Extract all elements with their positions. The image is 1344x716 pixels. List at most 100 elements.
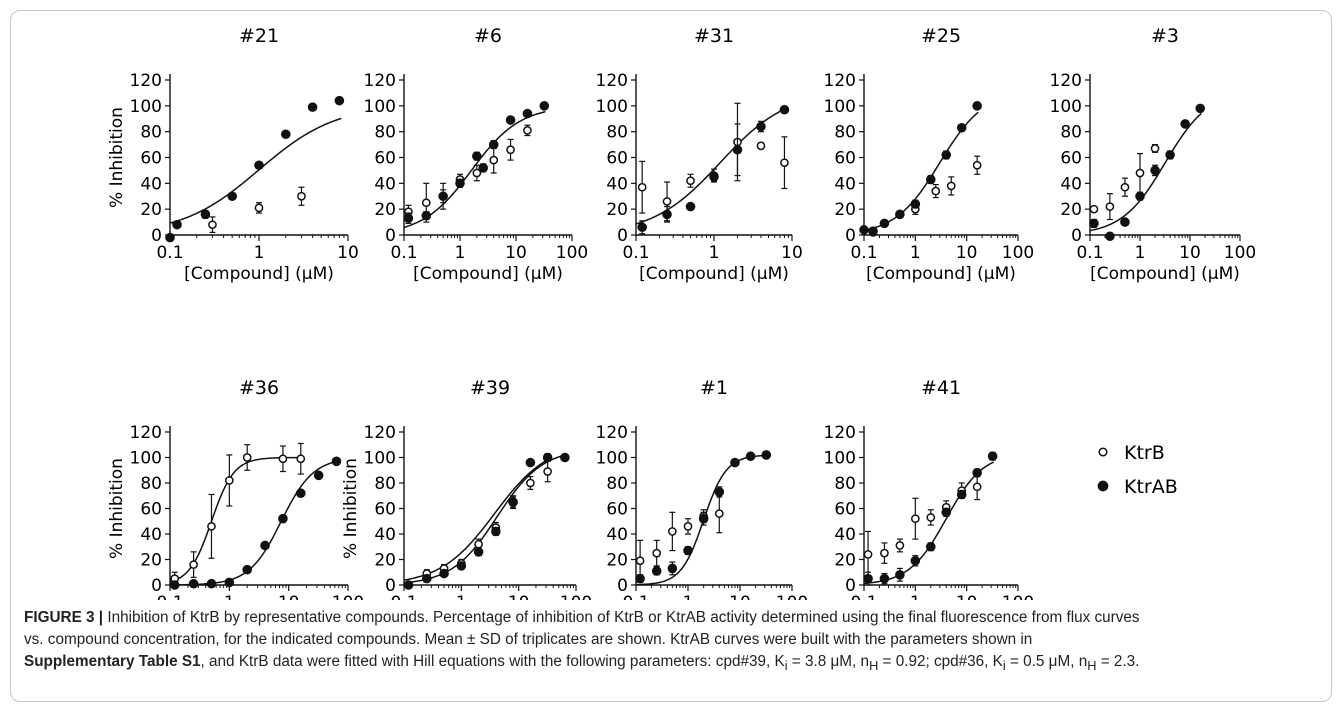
caption-text-3e: = 0.92; cpd#36, K [878, 653, 1003, 670]
ktrab-point [560, 452, 570, 463]
ktrb-point [1120, 182, 1130, 192]
ktrb-point [972, 160, 982, 170]
y-tick-label: 40 [834, 525, 856, 545]
y-tick-label: 120 [596, 423, 628, 443]
ktrab-point [455, 178, 465, 189]
ktrab-point [956, 122, 967, 133]
ktrb-point [297, 191, 306, 201]
x-tick-label: 1 [709, 243, 720, 263]
fit-curve [169, 117, 342, 224]
ktrab-point [254, 160, 264, 171]
ktrab-point [910, 555, 921, 566]
x-tick-label: 10 [505, 243, 527, 263]
ktrab-point [478, 163, 489, 173]
x-tick-label: 1 [456, 593, 467, 600]
x-tick-label: 1 [254, 243, 265, 263]
ktrb-point [756, 141, 766, 151]
ktrb-point [208, 220, 217, 230]
ktrab-point [941, 507, 952, 518]
ktrb-point [910, 514, 920, 524]
x-tick-label: 1 [910, 243, 921, 263]
ktrab-point [508, 497, 518, 507]
ktrb-point [506, 145, 515, 155]
y-tick-label: 100 [364, 97, 396, 117]
ktrab-point [522, 108, 533, 119]
y-tick-label: 60 [606, 149, 628, 169]
x-tick-label: 10 [729, 593, 751, 600]
ktrb-point [863, 550, 873, 559]
ktrab-point [169, 580, 180, 590]
caption-sub-i-2: i [1002, 658, 1006, 674]
ktrab-point [667, 563, 678, 574]
ktrb-point [652, 548, 662, 558]
x-tick-label: 1 [1135, 243, 1146, 263]
y-axis-label: % Inhibition [107, 458, 127, 559]
caption-text-3i: = 2.3. [1096, 653, 1140, 670]
ktrab-point [1180, 119, 1190, 129]
ktrb-point [780, 158, 789, 168]
ktrab-point [895, 209, 905, 220]
ktrb-point [526, 478, 535, 488]
ktrab-point [745, 451, 756, 462]
y-tick-label: 120 [1050, 71, 1082, 91]
x-axis-label: [Compound] (μM) [184, 264, 334, 284]
y-tick-label: 120 [130, 423, 162, 443]
ktrab-point [1105, 231, 1115, 242]
y-tick-label: 100 [596, 97, 628, 117]
panel-title: #36 [239, 377, 279, 399]
y-tick-label: 80 [140, 123, 162, 143]
ktrab-point [280, 129, 291, 140]
ktrab-point [1150, 165, 1160, 176]
ktrab-point [925, 174, 936, 185]
ktrb-point [543, 467, 552, 476]
ktrab-point [334, 95, 345, 106]
y-tick-label: 40 [374, 174, 396, 194]
ktrab-point [972, 468, 982, 478]
y-tick-label: 0 [385, 576, 396, 596]
y-tick-label: 80 [140, 474, 162, 494]
x-tick-label: 0.1 [622, 593, 649, 600]
y-tick-label: 80 [374, 123, 396, 143]
legend-label: KtrB [1124, 442, 1165, 464]
x-tick-label: 0.1 [1076, 243, 1103, 263]
ktrb-point [926, 513, 936, 522]
supplementary-table-link[interactable]: Supplementary Table S1 [24, 653, 201, 670]
ktrab-point [473, 547, 484, 557]
y-tick-label: 40 [834, 174, 856, 194]
ktrab-point [941, 150, 952, 160]
ktrab-point [709, 172, 719, 182]
y-tick-label: 100 [130, 449, 162, 469]
y-tick-label: 60 [1060, 149, 1082, 169]
ktrb-point [1135, 168, 1145, 178]
ktrb-point [895, 541, 905, 550]
panel-title: #6 [474, 25, 502, 47]
ktrb-point [637, 182, 647, 192]
y-tick-label: 60 [834, 500, 856, 520]
ktrab-point [956, 489, 967, 500]
y-axis-label: % Inhibition [341, 458, 361, 559]
figure-title: Inhibition of KtrB by representative com… [107, 609, 429, 626]
ktrab-point [730, 457, 740, 468]
y-tick-label: 0 [617, 226, 628, 246]
ktrb-point [474, 539, 483, 549]
ktrab-point [260, 540, 270, 551]
ktrab-point [879, 573, 890, 584]
ktrab-point [165, 232, 175, 243]
legend-marker-ktrb [1098, 447, 1108, 457]
x-tick-label: 1 [224, 593, 235, 600]
x-tick-label: 100 [1002, 243, 1034, 263]
x-tick-label: 100 [560, 593, 592, 600]
ktrb-point [1089, 204, 1099, 214]
ktrab-point [313, 470, 324, 481]
ktrb-point [523, 126, 532, 135]
ktrab-point [1135, 191, 1145, 202]
panel-title: #41 [921, 377, 961, 399]
ktrab-point [925, 541, 936, 552]
y-tick-label: 40 [140, 174, 162, 194]
ktrab-point [1120, 217, 1130, 227]
ktrab-point [651, 566, 662, 576]
y-tick-label: 20 [834, 551, 856, 571]
ktrab-point [242, 564, 252, 575]
